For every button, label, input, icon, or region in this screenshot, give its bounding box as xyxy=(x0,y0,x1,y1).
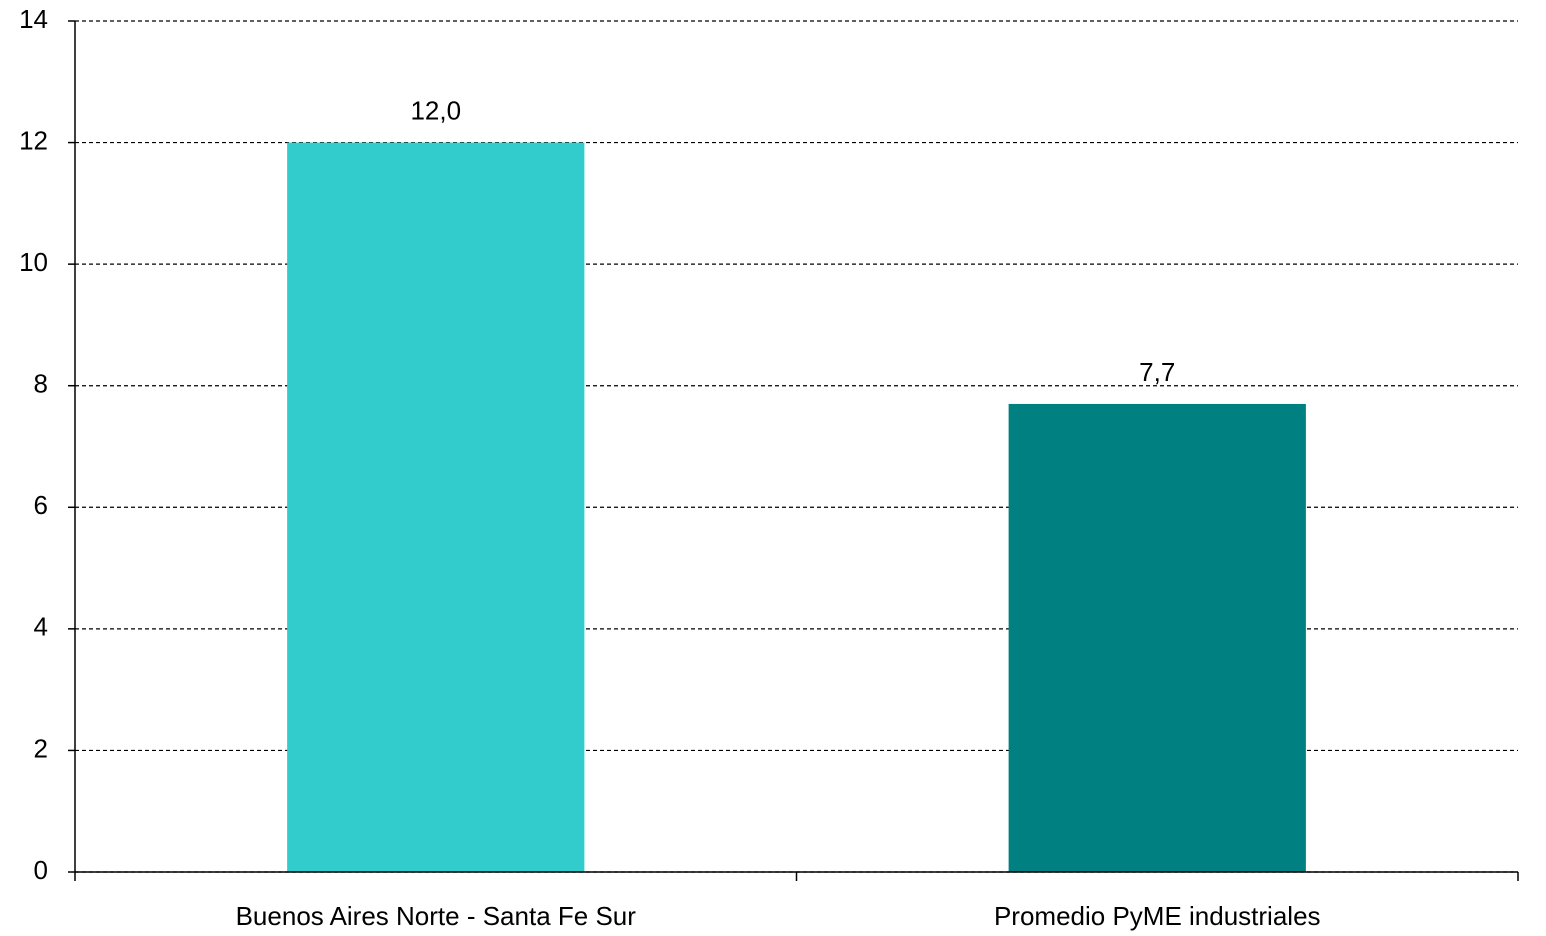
x-tick-label: Buenos Aires Norte - Santa Fe Sur xyxy=(236,901,637,931)
y-tick-label: 6 xyxy=(34,490,48,520)
x-tick-label: Promedio PyME industriales xyxy=(994,901,1321,931)
bar xyxy=(1008,403,1306,872)
y-tick-label: 2 xyxy=(34,733,48,763)
y-tick-label: 14 xyxy=(19,4,48,34)
value-label: 7,7 xyxy=(1139,357,1175,387)
bar xyxy=(287,142,585,873)
y-tick-label: 10 xyxy=(19,247,48,277)
value-label: 12,0 xyxy=(410,95,461,125)
y-tick-label: 8 xyxy=(34,369,48,399)
y-tick-label: 12 xyxy=(19,125,48,155)
y-tick-label: 0 xyxy=(34,855,48,885)
y-tick-label: 4 xyxy=(34,612,48,642)
